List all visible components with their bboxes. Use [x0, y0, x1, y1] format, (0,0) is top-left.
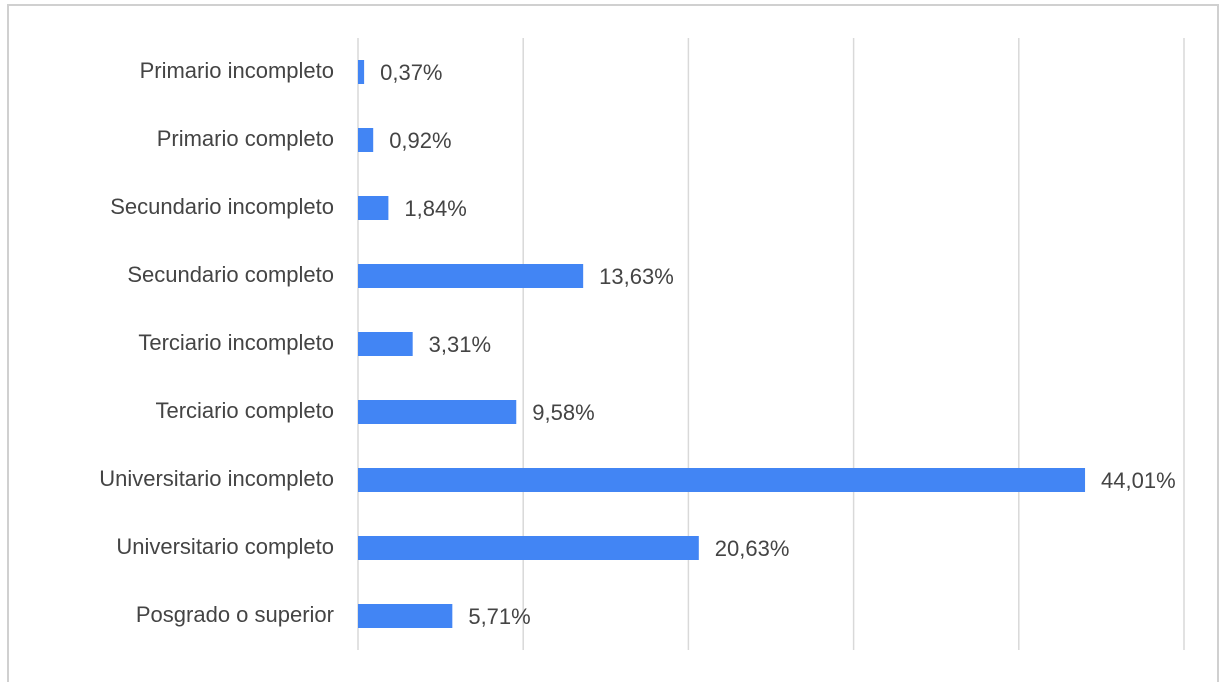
value-label: 13,63%	[599, 264, 674, 289]
category-label: Primario incompleto	[140, 58, 334, 83]
value-label: 0,92%	[389, 128, 451, 153]
value-label: 1,84%	[404, 196, 466, 221]
category-label: Secundario incompleto	[110, 194, 334, 219]
bar	[358, 400, 517, 424]
category-label: Universitario completo	[116, 534, 334, 559]
category-label: Primario completo	[157, 126, 334, 151]
value-label: 3,31%	[429, 332, 491, 357]
value-label: 9,58%	[532, 400, 594, 425]
bar	[358, 468, 1086, 492]
value-label: 0,37%	[380, 60, 442, 85]
bar	[358, 128, 374, 152]
bar	[358, 536, 699, 560]
bar	[358, 264, 584, 288]
bar	[358, 332, 413, 356]
category-label: Terciario incompleto	[138, 330, 334, 355]
category-label: Terciario completo	[155, 398, 334, 423]
value-label: 20,63%	[715, 536, 790, 561]
category-label: Universitario incompleto	[99, 466, 334, 491]
bar	[358, 60, 365, 84]
value-label: 5,71%	[468, 604, 530, 629]
category-label: Secundario completo	[127, 262, 334, 287]
bar	[358, 604, 453, 628]
chart-frame	[7, 4, 1219, 682]
category-label: Posgrado o superior	[136, 602, 334, 627]
bar	[358, 196, 389, 220]
value-label: 44,01%	[1101, 468, 1176, 493]
